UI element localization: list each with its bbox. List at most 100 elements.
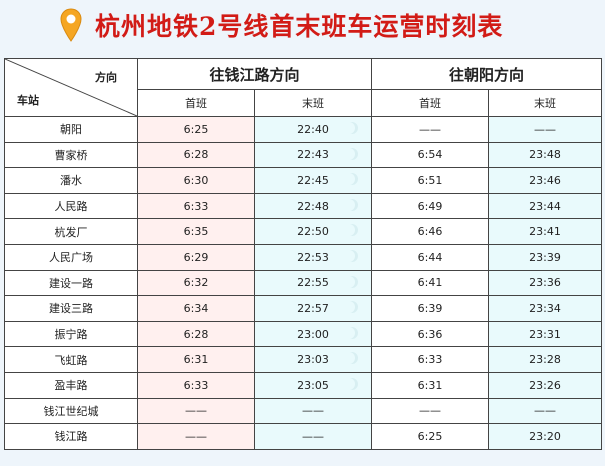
moon-icon [343,148,355,160]
station-cell: 潘水 [4,167,138,194]
table-row: 振宁路 6:28 23:00 6:36 23:31 [4,320,603,348]
east-last-cell: 23:28 [488,346,603,373]
timetable: 方向 车站 往钱江路方向 往朝阳方向 首班 末班 首班 末班 朝阳 6:25 22:… [4,58,603,450]
east-last-header: 末班 [488,89,603,117]
east-last-cell: —— [488,397,603,425]
station-cell: 钱江路 [4,423,138,450]
table-row: 飞虹路 6:31 23:03 6:33 23:28 [4,346,603,373]
west-direction-header: 往钱江路方向 [136,58,373,90]
table-row: 钱江路 —— —— 6:25 23:20 [4,423,603,450]
east-first-cell: —— [371,116,490,143]
east-first-cell: 6:46 [371,218,490,245]
west-last-cell: 22:43 [253,141,373,169]
station-cell: 人民广场 [4,243,138,271]
east-first-cell: 6:39 [371,295,490,322]
table-row: 人民路 6:33 22:48 6:49 23:44 [4,192,603,220]
moon-icon [343,327,355,339]
page-header: 杭州地铁2号线首末班车运营时刻表 [0,0,605,54]
east-last-cell: 23:39 [488,243,603,271]
west-last-header: 末班 [253,89,373,117]
table-row: 杭发厂 6:35 22:50 6:46 23:41 [4,218,603,245]
east-first-cell: 6:31 [371,371,490,399]
east-first-cell: 6:36 [371,320,490,348]
west-first-cell: 6:35 [137,218,255,245]
moon-icon [343,173,355,185]
west-first-cell: 6:34 [137,295,255,322]
west-first-header: 首班 [137,89,255,117]
table-row: 朝阳 6:25 22:40 —— —— [4,116,603,143]
moon-icon [343,199,355,211]
station-cell: 曹家桥 [4,141,138,169]
east-last-cell: 23:26 [488,371,603,399]
moon-icon [343,301,355,313]
east-last-cell: 23:48 [488,141,603,169]
west-first-cell: 6:29 [137,243,255,271]
location-pin-icon [60,8,82,42]
east-first-cell: 6:49 [371,192,490,220]
east-direction-header: 往朝阳方向 [371,58,603,90]
west-first-cell: —— [137,397,255,425]
west-first-cell: —— [137,423,255,450]
page-title: 杭州地铁2号线首末班车运营时刻表 [95,12,504,41]
station-cell: 盈丰路 [4,371,138,399]
west-last-cell: 23:00 [253,320,373,348]
corner-station-label: 车站 [17,94,39,107]
station-cell: 钱江世纪城 [4,397,138,425]
west-last-cell: 23:05 [253,371,373,399]
east-last-cell: 23:46 [488,167,603,194]
west-first-cell: 6:33 [137,192,255,220]
station-cell: 杭发厂 [4,218,138,245]
corner-header: 方向 车站 [4,58,138,117]
east-last-cell: 23:36 [488,269,603,297]
west-first-cell: 6:28 [137,320,255,348]
table-row: 盈丰路 6:33 23:05 6:31 23:26 [4,371,603,399]
corner-direction-label: 方向 [95,71,117,84]
station-cell: 建设一路 [4,269,138,297]
east-first-header: 首班 [371,89,490,117]
east-last-cell: 23:31 [488,320,603,348]
station-cell: 建设三路 [4,295,138,322]
station-cell: 振宁路 [4,320,138,348]
station-cell: 朝阳 [4,116,138,143]
station-cell: 飞虹路 [4,346,138,373]
west-last-cell: 22:50 [253,218,373,245]
east-first-cell: 6:54 [371,141,490,169]
east-first-cell: —— [371,397,490,425]
station-cell: 人民路 [4,192,138,220]
east-first-cell: 6:51 [371,167,490,194]
east-last-cell: 23:20 [488,423,603,450]
east-last-cell: 23:41 [488,218,603,245]
west-last-cell: —— [253,397,373,425]
east-last-cell: 23:44 [488,192,603,220]
east-first-cell: 6:41 [371,269,490,297]
west-last-cell: 23:03 [253,346,373,373]
west-first-cell: 6:32 [137,269,255,297]
east-last-cell: 23:34 [488,295,603,322]
west-last-cell: 22:45 [253,167,373,194]
diagonal-line [5,59,137,116]
west-last-cell: 22:48 [253,192,373,220]
east-first-cell: 6:33 [371,346,490,373]
west-last-cell: —— [253,423,373,450]
west-first-cell: 6:33 [137,371,255,399]
moon-icon [343,352,355,364]
table-row: 建设一路 6:32 22:55 6:41 23:36 [4,269,603,297]
east-first-cell: 6:25 [371,423,490,450]
west-first-cell: 6:25 [137,116,255,143]
east-last-cell: —— [488,116,603,143]
moon-icon [343,250,355,262]
moon-icon [343,378,355,390]
table-row: 钱江世纪城 —— —— —— —— [4,397,603,425]
moon-icon [343,276,355,288]
west-first-cell: 6:31 [137,346,255,373]
table-row: 人民广场 6:29 22:53 6:44 23:39 [4,243,603,271]
west-first-cell: 6:30 [137,167,255,194]
east-first-cell: 6:44 [371,243,490,271]
west-last-cell: 22:55 [253,269,373,297]
table-row: 曹家桥 6:28 22:43 6:54 23:48 [4,141,603,169]
table-row: 潘水 6:30 22:45 6:51 23:46 [4,167,603,194]
table-row: 建设三路 6:34 22:57 6:39 23:34 [4,295,603,322]
west-last-cell: 22:53 [253,243,373,271]
west-last-cell: 22:57 [253,295,373,322]
moon-icon [343,224,355,236]
